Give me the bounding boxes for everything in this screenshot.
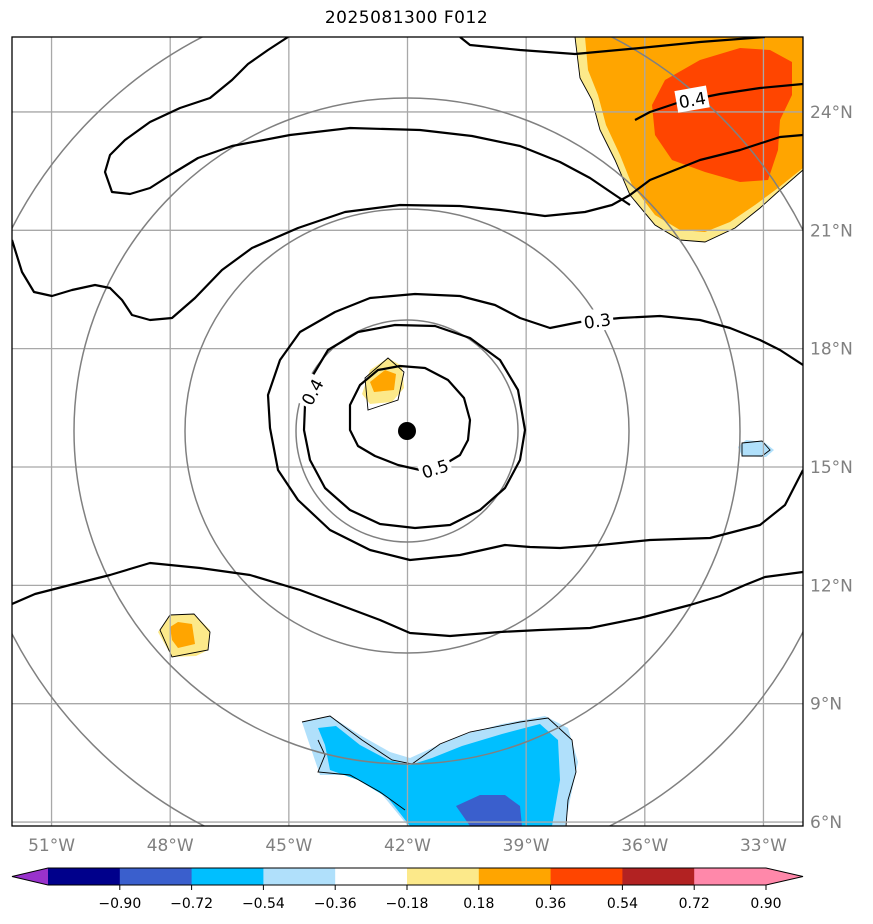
longitude-tick-label: 36°W: [621, 836, 668, 856]
latitude-tick-label: 9°N: [810, 695, 842, 715]
latitude-tick-label: 18°N: [810, 340, 853, 360]
latitude-tick-label: 6°N: [810, 813, 842, 833]
range-rings: [12, 37, 803, 826]
latitude-tick-label: 12°N: [810, 576, 853, 596]
thick-contours: [12, 37, 803, 638]
colorbar-segment: [263, 868, 336, 885]
longitude-tick-label: 51°W: [28, 836, 75, 856]
negative-region-south-royalblue: [456, 795, 522, 826]
colorbar-segment: [550, 868, 623, 885]
contour-label: 0.4: [294, 372, 329, 411]
colorbar-tick-label: −0.90: [98, 896, 141, 912]
colorbar-segment: [694, 868, 767, 885]
contour-labels: 0.4 0.3 0.4 0.5: [294, 85, 710, 484]
contour-south-arc: [12, 561, 803, 638]
latitude-tick-label: 21°N: [810, 221, 853, 241]
contour-label: 0.5: [416, 452, 454, 484]
colorbar-tick-label: −0.54: [242, 896, 285, 912]
longitude-tick-label: 42°W: [384, 836, 431, 856]
longitude-tick-labels: 51°W 48°W 45°W 42°W 39°W 36°W 33°W: [28, 836, 787, 856]
positive-region-west-orange: [170, 622, 195, 648]
colorbar-segment: [119, 868, 193, 885]
svg-text:0.3: 0.3: [583, 310, 613, 334]
contour-0.4-north: [459, 37, 766, 56]
range-ring-outer: [73, 97, 741, 765]
colorbar-segment: [478, 868, 552, 885]
positive-region-center-orange: [370, 370, 396, 392]
colorbar-segment: [48, 868, 121, 885]
outline-contours: [159, 37, 803, 826]
colorbar-tick-label: 0.72: [679, 896, 710, 912]
longitude-tick-label: 48°W: [147, 836, 194, 856]
latitude-tick-labels: 24°N 21°N 18°N 15°N 12°N 9°N 6°N: [810, 103, 853, 833]
graticule: [12, 37, 803, 826]
contour-mid-arc: [12, 133, 803, 322]
colorbar: −0.90 −0.72 −0.54 −0.36 −0.18 0.18 0.36 0.54 0.7…: [11, 867, 804, 912]
colorbar-tick-label: 0.54: [607, 896, 638, 912]
colorbar-tick-label: −0.36: [314, 896, 357, 912]
colorbar-segment: [407, 868, 480, 885]
colorbar-tick-label: −0.72: [170, 896, 213, 912]
range-ring-3: [184, 208, 630, 654]
colorbar-tick-label: 0.90: [750, 896, 781, 912]
shaded-field: [158, 37, 803, 826]
colorbar-over-arrow: [766, 868, 803, 885]
positive-region-ne-red: [652, 48, 792, 182]
storm-center-marker: [398, 422, 416, 440]
colorbar-tick-label: −0.18: [386, 896, 429, 912]
longitude-tick-label: 39°W: [503, 836, 550, 856]
svg-text:0.4: 0.4: [677, 89, 707, 113]
map-frame: [11, 36, 804, 827]
contour-0.3: [266, 292, 803, 562]
contour-0.5: [348, 364, 472, 472]
contour-label: 0.4: [674, 85, 710, 113]
range-ring-2: [295, 319, 519, 543]
map-plot-area: 0.4 0.3 0.4 0.5: [12, 37, 803, 826]
longitude-tick-label: 33°W: [740, 836, 787, 856]
map-title: 2025081300 F012: [324, 8, 489, 28]
colorbar-under-arrow: [12, 868, 48, 885]
colorbar-segment: [191, 868, 264, 885]
latitude-tick-label: 24°N: [810, 103, 853, 123]
colorbar-segment: [335, 868, 408, 885]
contour-nw-tongue: [103, 37, 631, 206]
longitude-tick-label: 45°W: [265, 836, 312, 856]
colorbar-tick-label: 0.36: [535, 896, 566, 912]
colorbar-tick-label: 0.18: [463, 896, 494, 912]
contour-label: 0.3: [579, 306, 615, 334]
latitude-tick-label: 15°N: [810, 458, 853, 478]
contour-0.4-inner: [302, 323, 527, 530]
colorbar-segment: [622, 868, 695, 885]
